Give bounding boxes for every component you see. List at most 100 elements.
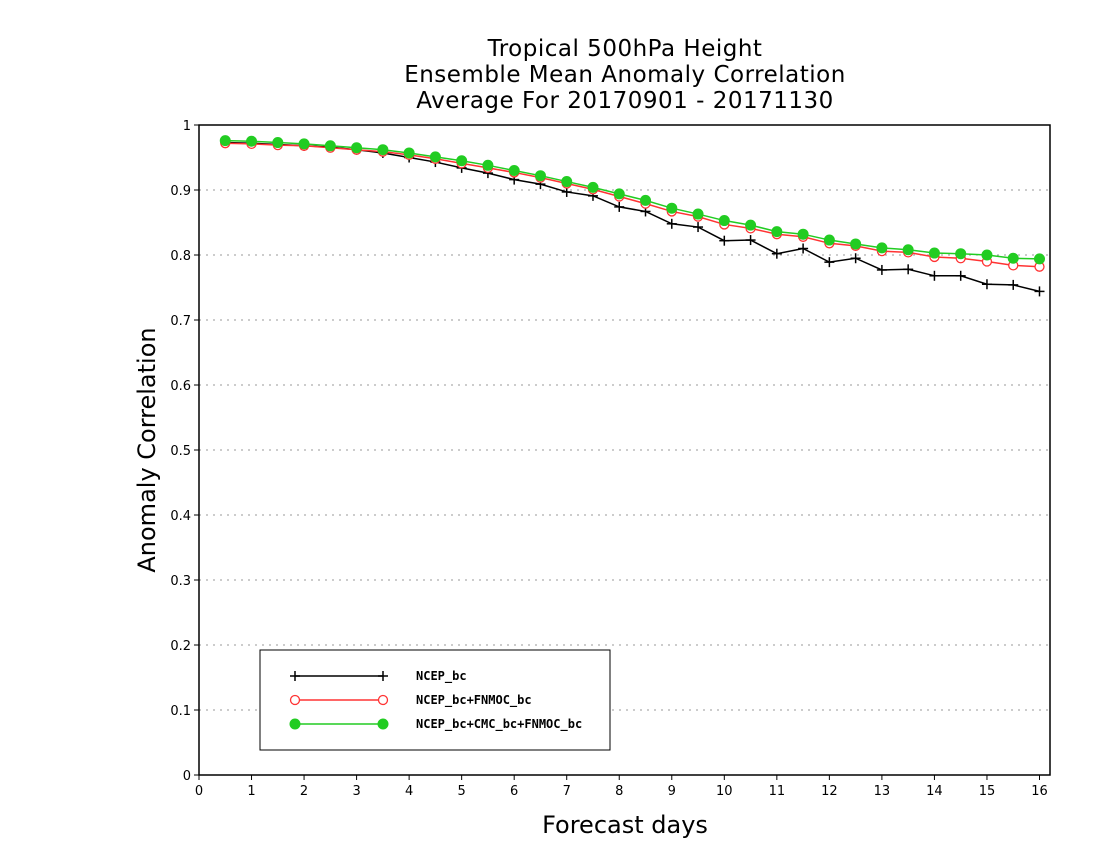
data-point-filled-circle — [403, 147, 415, 159]
data-point-filled-circle — [456, 155, 468, 167]
x-tick-label: 13 — [874, 784, 891, 799]
x-tick-label: 4 — [405, 784, 413, 799]
chart-legend: NCEP_bc NCEP_bc+FNMOC_bc NCEP_bc+CMC_bc+FN… — [259, 649, 611, 751]
data-point-filled-circle — [289, 718, 301, 730]
data-point-filled-circle — [823, 234, 835, 246]
x-tick-label: 10 — [716, 784, 733, 799]
x-tick-label: 16 — [1031, 784, 1048, 799]
data-point-filled-circle — [902, 244, 914, 256]
y-tick-label: 0.4 — [170, 509, 191, 524]
y-tick-label: 0.7 — [170, 314, 191, 329]
data-point-plus — [1034, 286, 1045, 297]
legend-item: NCEP_bc — [290, 669, 467, 684]
y-tick-label: 0.1 — [170, 704, 191, 719]
legend-item: NCEP_bc+CMC_bc+FNMOC_bc — [289, 717, 582, 732]
data-point-filled-circle — [613, 188, 625, 200]
data-point-filled-circle — [666, 202, 678, 214]
data-point-filled-circle — [955, 248, 967, 260]
data-point-plus — [693, 222, 704, 233]
data-point-plus — [955, 270, 966, 281]
data-point-plus — [614, 201, 625, 212]
x-tick-label: 14 — [926, 784, 943, 799]
data-point-filled-circle — [377, 144, 389, 156]
data-point-filled-circle — [692, 208, 704, 220]
legend-item: NCEP_bc+FNMOC_bc — [289, 693, 532, 708]
data-point-filled-circle — [876, 242, 888, 254]
x-tick-label: 9 — [668, 784, 676, 799]
data-point-filled-circle — [850, 238, 862, 250]
data-point-plus — [824, 257, 835, 268]
x-tick-label: 7 — [563, 784, 571, 799]
y-tick-label: 0 — [183, 769, 191, 784]
y-axis-label: Anomaly Correlation — [133, 327, 161, 572]
y-tick-label: 1 — [183, 119, 191, 134]
chart-title-line-1: Tropical 500hPa Height — [487, 36, 763, 62]
y-tick-label: 0.8 — [170, 249, 191, 264]
axis-ticks: 00.10.20.30.40.50.60.70.80.910 1 2 3 4 5 6 7 8 9 1… — [170, 119, 1047, 799]
legend-label: NCEP_bc — [416, 669, 467, 684]
x-tick-label: 6 — [510, 784, 518, 799]
y-tick-label: 0.2 — [170, 639, 191, 654]
data-point-filled-circle — [351, 142, 363, 154]
data-point-filled-circle — [981, 249, 993, 261]
x-tick-label: 0 — [195, 784, 203, 799]
x-tick-label: 1 — [247, 784, 255, 799]
data-point-plus — [876, 264, 887, 275]
data-point-filled-circle — [561, 176, 573, 188]
data-point-filled-circle — [298, 138, 310, 150]
y-tick-label: 0.3 — [170, 574, 191, 589]
data-point-plus — [378, 671, 388, 681]
series-line — [225, 141, 1040, 293]
data-point-plus — [981, 279, 992, 290]
y-tick-label: 0.6 — [170, 379, 191, 394]
y-tick-label: 0.9 — [170, 184, 191, 199]
data-point-plus — [798, 243, 809, 254]
data-point-filled-circle — [1033, 253, 1045, 265]
data-point-filled-circle — [928, 247, 940, 259]
data-point-plus — [745, 235, 756, 246]
y-tick-label: 0.5 — [170, 444, 191, 459]
x-tick-label: 2 — [300, 784, 308, 799]
data-point-filled-circle — [771, 226, 783, 238]
chart-title-line-3: Average For 20170901 - 20171130 — [416, 88, 834, 114]
x-tick-label: 8 — [615, 784, 623, 799]
data-series — [219, 135, 1045, 297]
legend-label: NCEP_bc+CMC_bc+FNMOC_bc — [416, 717, 582, 732]
data-point-plus — [903, 264, 914, 275]
legend-label: NCEP_bc+FNMOC_bc — [416, 693, 532, 708]
x-tick-label: 12 — [821, 784, 838, 799]
data-point-filled-circle — [745, 219, 757, 231]
data-point-plus — [719, 235, 730, 246]
data-point-filled-circle — [324, 140, 336, 152]
data-point-filled-circle — [246, 135, 258, 147]
data-point-plus — [1008, 279, 1019, 290]
data-point-filled-circle — [482, 159, 494, 171]
data-point-filled-circle — [219, 135, 231, 147]
data-point-plus — [929, 270, 940, 281]
data-point-filled-circle — [640, 194, 652, 206]
data-point-filled-circle — [797, 228, 809, 240]
chart-title-line-2: Ensemble Mean Anomaly Correlation — [404, 62, 846, 88]
x-tick-label: 3 — [352, 784, 360, 799]
data-point-filled-circle — [1007, 252, 1019, 264]
x-tick-label: 11 — [769, 784, 786, 799]
series-1 — [220, 137, 1045, 297]
data-point-filled-circle — [587, 181, 599, 193]
data-point-filled-circle — [534, 170, 546, 182]
x-tick-label: 15 — [979, 784, 996, 799]
series-3 — [219, 135, 1045, 265]
x-axis-label: Forecast days — [542, 811, 708, 839]
data-point-filled-circle — [429, 151, 441, 163]
data-point-plus — [771, 248, 782, 259]
data-point-filled-circle — [718, 215, 730, 227]
series-line — [225, 142, 1040, 268]
data-point-filled-circle — [272, 137, 284, 149]
data-point-open-circle — [289, 694, 301, 706]
data-point-filled-circle — [377, 718, 389, 730]
data-point-open-circle — [377, 694, 389, 706]
x-tick-label: 5 — [458, 784, 466, 799]
data-point-plus — [290, 671, 300, 681]
data-point-plus — [666, 218, 677, 229]
data-point-plus — [850, 253, 861, 264]
